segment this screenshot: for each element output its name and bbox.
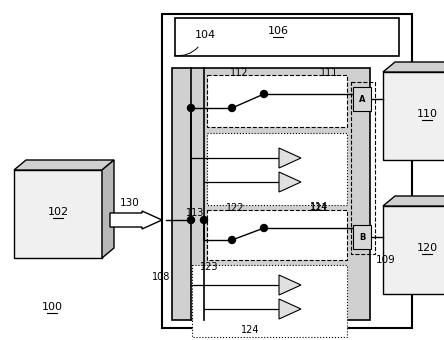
Polygon shape — [279, 172, 301, 192]
Text: 109: 109 — [376, 255, 396, 265]
Text: B: B — [359, 233, 365, 241]
Bar — [192, 265, 347, 337]
Polygon shape — [383, 62, 444, 72]
FancyArrow shape — [110, 211, 162, 229]
Bar — [353, 225, 371, 249]
Bar — [14, 170, 102, 258]
Polygon shape — [14, 160, 114, 170]
Text: 121: 121 — [310, 203, 329, 213]
Text: 104: 104 — [195, 30, 216, 40]
Circle shape — [229, 104, 235, 112]
Circle shape — [201, 217, 207, 223]
Bar — [175, 18, 399, 56]
Text: 123: 123 — [200, 262, 218, 272]
Polygon shape — [279, 299, 301, 319]
Bar — [207, 133, 347, 205]
Bar — [351, 82, 375, 254]
Text: 113: 113 — [186, 208, 204, 218]
Text: 111: 111 — [320, 68, 338, 78]
Circle shape — [187, 217, 194, 223]
Polygon shape — [102, 160, 114, 258]
Text: 122: 122 — [226, 203, 245, 213]
Text: 102: 102 — [48, 207, 68, 217]
Bar — [207, 75, 347, 127]
Text: 130: 130 — [120, 198, 140, 208]
Text: 100: 100 — [41, 302, 63, 312]
Text: 108: 108 — [151, 272, 170, 282]
Polygon shape — [383, 196, 444, 206]
Bar — [383, 206, 444, 294]
Text: 112: 112 — [230, 68, 249, 78]
Text: 110: 110 — [416, 109, 437, 119]
Text: 106: 106 — [267, 26, 289, 36]
Text: 124: 124 — [241, 325, 259, 335]
Circle shape — [261, 224, 267, 232]
Circle shape — [187, 104, 194, 112]
Circle shape — [229, 237, 235, 243]
Bar — [207, 210, 347, 260]
Circle shape — [261, 90, 267, 98]
Bar — [162, 14, 412, 328]
Bar — [172, 68, 370, 320]
Text: A: A — [359, 95, 365, 103]
Polygon shape — [279, 275, 301, 295]
Text: 114: 114 — [310, 202, 329, 212]
Bar — [353, 87, 371, 111]
Polygon shape — [279, 148, 301, 168]
Bar — [383, 72, 444, 160]
Text: 120: 120 — [416, 243, 438, 253]
